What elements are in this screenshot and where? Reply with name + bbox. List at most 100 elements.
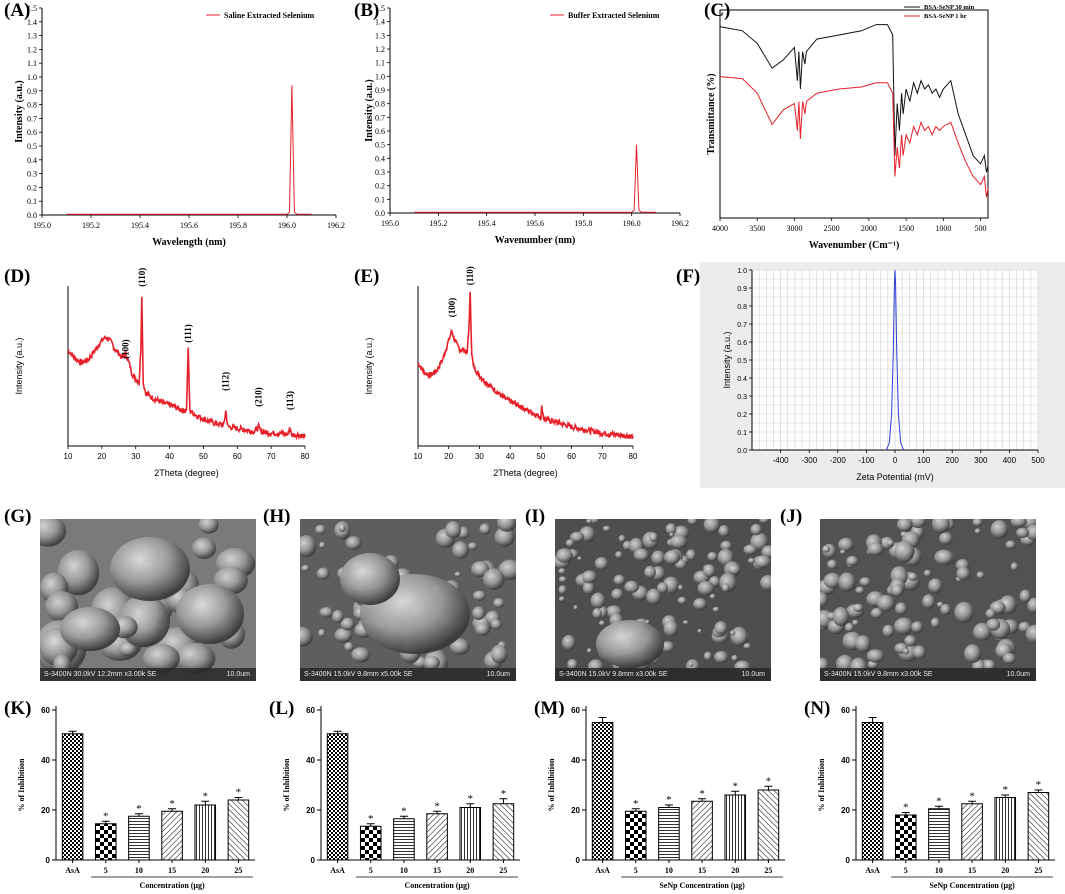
x-tick-label-m: 20	[731, 866, 739, 875]
sem-particle-i	[611, 588, 624, 601]
x-tick-label-b: 195.0	[381, 219, 399, 228]
series-line-c-2	[719, 76, 989, 198]
sem-caption-j: S-3400N 15.0kV 9.8mm x3.00k SE 10.0um	[820, 668, 1036, 681]
sem-particle-i	[577, 556, 582, 561]
significance-mark-m: *	[633, 798, 639, 810]
sem-particle-j	[902, 648, 910, 655]
sem-particle-j	[838, 537, 854, 552]
sem-particle-i	[677, 596, 687, 605]
sem-particle-j	[820, 592, 828, 608]
panel-label-g: (G)	[4, 506, 32, 527]
sem-particle-i	[693, 598, 708, 610]
x-tick-label-k: 5	[104, 866, 108, 875]
sem-particle-i	[703, 651, 712, 661]
bar-n-asa	[861, 722, 884, 861]
chart-panel-a: (A) 195.0 195.2 195.4 195.6 195.8 196.0 196.2 0…	[0, 0, 345, 262]
x-tick-label-d: 70	[267, 452, 276, 461]
y-axis-label-e: Intensity (a.u.)	[364, 337, 374, 394]
sem-particle-j	[877, 594, 895, 612]
sem-image-i: S-3400N 15.0kV 9.8mm x3.00k SE 10.0um	[555, 519, 771, 681]
significance-mark-k: *	[103, 810, 109, 822]
sem-particle-j	[956, 567, 971, 581]
sem-particle-i	[657, 582, 668, 594]
sem-particle-i	[669, 532, 674, 538]
sem-particle-h	[452, 541, 469, 560]
sem-particle-i	[562, 634, 576, 651]
sem-particle-i	[721, 583, 730, 593]
bar-n-15	[961, 803, 983, 861]
sem-particle-j	[976, 571, 985, 579]
sem-particle-i	[582, 581, 595, 595]
sem-particle-h	[468, 542, 478, 550]
sem-particle-h	[493, 598, 505, 608]
y-tick-label-b: 1.3	[375, 31, 385, 40]
bar-l-asa	[326, 733, 349, 861]
sem-particle-j	[1016, 527, 1030, 538]
x-tick-label-k: 15	[168, 866, 176, 875]
sem-particle-i	[594, 557, 609, 571]
sem-particle-j	[1010, 519, 1027, 528]
sem-particle-j	[855, 586, 865, 594]
sem-particle-j	[973, 622, 992, 642]
y-tick-label-k: 20	[41, 806, 50, 815]
significance-mark-n: *	[969, 790, 975, 802]
x-tick-label-f: 400	[1003, 456, 1017, 465]
sem-particle-i	[754, 555, 771, 568]
sem-particle-j	[1025, 524, 1036, 541]
y-axis-label-n: % of Inhibition	[817, 758, 826, 811]
peak-label-e: (100)	[447, 298, 457, 318]
panel-label-m: (M)	[534, 698, 565, 719]
sem-texture-g	[40, 519, 256, 681]
sem-particle-h	[475, 622, 490, 636]
sem-caption-i: S-3400N 15.0kV 9.8mm x3.00k SE 10.0um	[555, 668, 771, 681]
bar-m-asa	[591, 722, 614, 861]
legend-label-b: Buffer Extracted Selenium	[568, 11, 660, 20]
x-tick-label-c: 4000	[712, 224, 728, 233]
x-tick-label-f: -300	[801, 456, 818, 465]
xrd-pattern-e-chart: 10 20 30 40 50 60 70 80 2Theta (degree) Intensity…	[364, 266, 638, 478]
uv-spectrum-buffer-chart: 195.0 195.2 195.4 195.6 195.8 196.0 196.2 0.0 0.…	[364, 4, 689, 246]
bar-n-25	[1027, 792, 1050, 861]
significance-mark-l: *	[401, 805, 407, 817]
sem-particle-i	[665, 523, 677, 535]
bar-k-asa	[61, 733, 84, 861]
y-tick-label-a: 0.5	[27, 142, 37, 151]
bar-l-5	[359, 825, 382, 861]
x-tick-label-d: 80	[301, 452, 310, 461]
sem-particle-g	[118, 641, 138, 657]
sem-particle-i	[697, 628, 702, 634]
series-line-a-1	[66, 85, 312, 215]
sem-particle-i	[758, 519, 770, 524]
sem-particle-large-g	[60, 607, 120, 651]
sem-particle-i	[718, 525, 730, 537]
x-tick-label-a: 196.2	[327, 221, 345, 230]
y-axis-label-k: % of Inhibition	[17, 758, 26, 811]
x-tick-label-f: -400	[773, 456, 790, 465]
x-tick-label-a: 196.0	[278, 221, 296, 230]
sem-particle-j	[1005, 540, 1016, 549]
chart-panel-e: (E) 10 20 30 40 50 60 70 80 2Theta (degree) Inten…	[350, 266, 695, 488]
sem-particle-j	[1025, 624, 1036, 644]
y-tick-label-b: 0.1	[375, 195, 385, 204]
bar-m-15	[691, 800, 713, 861]
sem-particle-i	[670, 534, 688, 549]
sem-particle-i	[703, 564, 716, 578]
y-tick-label-m: 60	[571, 706, 580, 715]
legend-label-a: Saline Extracted Selenium	[224, 11, 315, 20]
x-axis-label-d: 2Theta (degree)	[154, 468, 219, 478]
chart-panel-f: (F) -400 -300 -200 -100 0 100 200 300 400 500 0.0 0…	[676, 262, 1065, 488]
sem-particle-j	[838, 572, 856, 592]
sem-particle-i	[731, 654, 738, 662]
bar-k-20	[194, 804, 217, 861]
sem-particle-h	[344, 642, 354, 652]
sem-particle-i	[743, 544, 758, 555]
chart-panel-n: (N) 0 20 40 60 % of Inhibition AsA * 5 * 10 * 15 * 20…	[800, 694, 1065, 894]
x-tick-label-b: 195.2	[429, 219, 447, 228]
x-tick-label-n: AsA	[865, 866, 880, 875]
sem-particle-h	[338, 523, 346, 532]
x-tick-label-k: AsA	[65, 866, 80, 875]
sem-particle-h	[332, 610, 344, 624]
x-axis-label-a: Wavelength (nm)	[152, 237, 226, 248]
y-axis-label-d: Intensity (a.u.)	[14, 337, 24, 394]
sem-particle-i	[651, 550, 666, 566]
